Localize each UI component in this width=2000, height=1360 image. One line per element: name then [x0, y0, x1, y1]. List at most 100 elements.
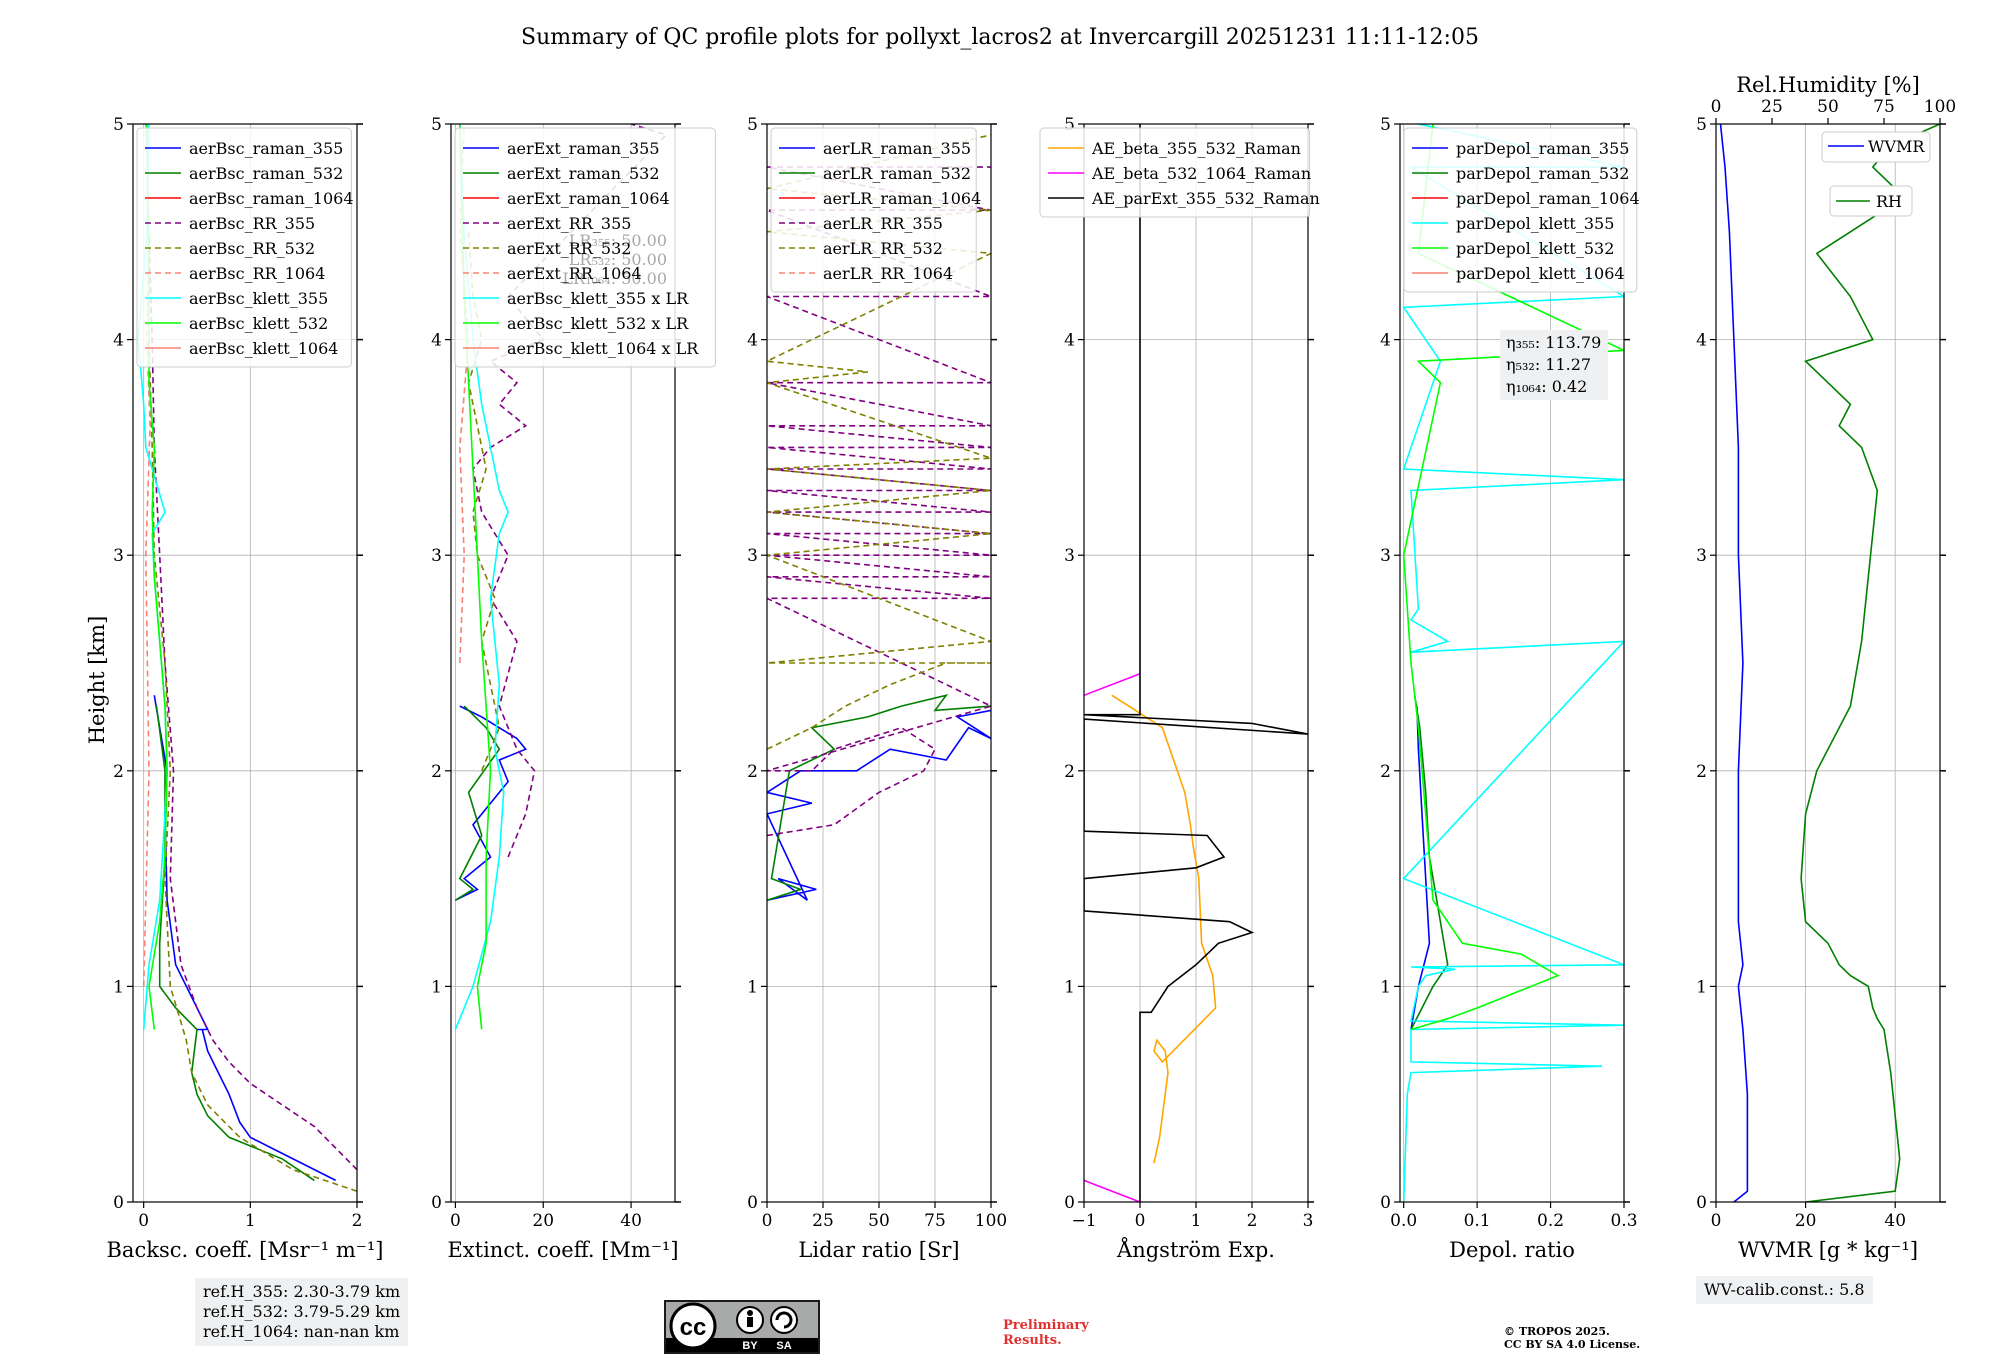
series-group-ae: [1084, 124, 1308, 1202]
legend-label-ext-0: aerExt_raman_355: [507, 139, 660, 158]
panel-ext: 0 20 40 0 1 2 3 4 5 Extinct. coeff. [Mm⁻¹] aerExt_…: [431, 115, 716, 1262]
series-aerBsc_RR_355: [148, 231, 357, 1171]
y-tick-label-bsc-5: 5: [113, 115, 124, 135]
y-tick-label-lr-4: 4: [747, 331, 758, 351]
y-tick-label-depol-3: 3: [1380, 546, 1391, 566]
x-tick-label-ae-2: 1: [1191, 1211, 1202, 1231]
cc-sa-label: SA: [776, 1340, 791, 1352]
y-tick-label-depol-2: 2: [1380, 762, 1391, 782]
y-tick-label-bsc-2: 2: [113, 762, 124, 782]
series-aerLR_RR_532: [767, 134, 991, 750]
axes-frame-wv: [1715, 123, 1941, 1203]
cc-circle-icon: [669, 1302, 717, 1350]
legend-label-ae-0: AE_beta_355_532_Raman: [1091, 139, 1301, 158]
y-tick-label-ext-3: 3: [431, 546, 442, 566]
series-parDepol_raman_532: [1410, 695, 1449, 1030]
figure-title: Summary of QC profile plots for pollyxt_…: [521, 25, 1479, 50]
legend-label-depol-1: parDepol_raman_532: [1456, 164, 1629, 183]
legend-box-ae: [1039, 127, 1311, 218]
y-tick-label-ae-3: 3: [1064, 546, 1075, 566]
y-tick-label-depol-4: 4: [1380, 331, 1391, 351]
legend-label-depol-4: parDepol_klett_532: [1456, 239, 1614, 258]
legend-label-bsc-3: aerBsc_RR_355: [189, 214, 315, 233]
x-tick-label-depol-1: 0.1: [1464, 1211, 1491, 1231]
legend-label-bsc-0: aerBsc_raman_355: [189, 139, 343, 158]
y-tick-label-wv-0: 0: [1696, 1193, 1707, 1213]
legend-label-lr-2: aerLR_raman_1064: [823, 189, 981, 208]
y-tick-label-ext-5: 5: [431, 115, 442, 135]
copyright-line-2: CC BY SA 4.0 License.: [1504, 1338, 1641, 1351]
ref-height-1064: ref.H_1064: nan-nan km: [203, 1322, 400, 1341]
x-axis-label-wv: WVMR [g * kg⁻¹]: [1738, 1238, 1918, 1262]
cc-mark: cc: [680, 1314, 707, 1341]
legend-label-ext-1: aerExt_raman_532: [507, 164, 660, 183]
x-tick-label-wv-1: 20: [1795, 1211, 1817, 1231]
legend-label-bsc-6: aerBsc_klett_355: [189, 289, 328, 308]
axes-frame-bsc: [132, 123, 358, 1203]
legend-label-bsc-7: aerBsc_klett_532: [189, 314, 328, 333]
series-aerBsc_klett_532 x LR: [459, 124, 492, 1030]
series-aerExt_raman_532: [454, 705, 501, 901]
preliminary-line-1: Preliminary: [1003, 1318, 1089, 1333]
legend-label-wvmr: WVMR: [1868, 137, 1925, 156]
copyright-note: © TROPOS 2025. CC BY SA 4.0 License.: [1504, 1325, 1640, 1351]
series-WVMR: [1719, 124, 1749, 1202]
eta-box: [1500, 330, 1608, 400]
eta-note-2: η₁₀₆₄: 0.42: [1506, 377, 1587, 396]
y-tick-label-ext-0: 0: [431, 1193, 442, 1213]
legend-label-ext-7: aerBsc_klett_532 x LR: [507, 314, 689, 333]
x-tick-label-bsc-2: 2: [352, 1211, 363, 1231]
lidar-ratio-note-1: LR₅₃₂: 50.00: [569, 250, 667, 269]
x-tick-label-lr-3: 75: [924, 1211, 946, 1231]
legend-label-bsc-1: aerBsc_raman_532: [189, 164, 343, 183]
x-tick-label-depol-2: 0.2: [1537, 1211, 1564, 1231]
legend-label-ae-1: AE_beta_532_1064_Raman: [1091, 164, 1311, 183]
panel-wv: 0 20 40 0 1 2 3 4 5 WVMR [g * kg⁻¹] 0 25 50 75 100Rel.…: [1696, 73, 1956, 1262]
y-tick-label-bsc-1: 1: [113, 977, 124, 997]
y-tick-label-bsc-0: 0: [113, 1193, 124, 1213]
series-aerExt_RR_532: [467, 231, 501, 772]
legend-label-ext-3: aerExt_RR_355: [507, 214, 631, 233]
top-x-tick-label-0: 0: [1711, 97, 1722, 117]
legend-label-ext-6: aerBsc_klett_355 x LR: [507, 289, 689, 308]
x-tick-label-ae-0: −1: [1071, 1211, 1096, 1231]
y-tick-label-wv-5: 5: [1696, 115, 1707, 135]
x-tick-label-depol-0: 0.0: [1390, 1211, 1417, 1231]
series-aerBsc_klett_355 x LR: [454, 124, 509, 1030]
x-tick-label-ext-2: 40: [620, 1211, 642, 1231]
ref-height-355: ref.H_355: 2.30-3.79 km: [203, 1282, 401, 1301]
x-tick-label-wv-2: 40: [1884, 1211, 1906, 1231]
preliminary-results-note: Preliminary Results.: [1003, 1318, 1089, 1348]
legend-label-bsc-8: aerBsc_klett_1064: [189, 339, 338, 358]
y-tick-label-depol-5: 5: [1380, 115, 1391, 135]
wv-calibration-box: WV-calib.const.: 5.8: [1696, 1276, 1873, 1304]
series-aerBsc_klett_532: [146, 124, 168, 1030]
legend-label-lr-4: aerLR_RR_532: [823, 239, 943, 258]
legend-box-ext: [454, 127, 716, 368]
x-axis-label-depol: Depol. ratio: [1449, 1238, 1575, 1262]
legend-label-ext-8: aerBsc_klett_1064 x LR: [507, 339, 699, 358]
y-tick-label-lr-2: 2: [747, 762, 758, 782]
lidar-ratio-note-0: LR₃₅₅: 50.00: [569, 231, 667, 250]
legend-box-bsc: [136, 127, 352, 368]
legend-box-wvmr: [1821, 131, 1931, 163]
x-tick-label-lr-1: 25: [812, 1211, 834, 1231]
legend-label-depol-3: parDepol_klett_355: [1456, 214, 1614, 233]
legend-label-depol-5: parDepol_klett_1064: [1456, 264, 1625, 283]
series-aerBsc_RR_532: [148, 339, 357, 1192]
series-AE_beta_355_532_Raman: [1111, 694, 1217, 1164]
y-tick-label-wv-2: 2: [1696, 762, 1707, 782]
lidar-ratio-note-2: LR₁₀₆₄: 50.00: [562, 269, 667, 288]
legend-label-ext-4: aerExt_RR_532: [507, 239, 631, 258]
legend-label-bsc-5: aerBsc_RR_1064: [189, 264, 325, 283]
y-tick-label-ae-2: 2: [1064, 762, 1075, 782]
legend-label-ext-2: aerExt_raman_1064: [507, 189, 670, 208]
series-AE_beta_532_1064_Raman_top: [1084, 673, 1141, 697]
y-tick-label-wv-1: 1: [1696, 977, 1707, 997]
copyright-line-1: © TROPOS 2025.: [1504, 1325, 1610, 1338]
x-tick-label-bsc-0: 0: [138, 1211, 149, 1231]
x-tick-label-lr-4: 100: [975, 1211, 1007, 1231]
y-tick-label-ext-2: 2: [431, 762, 442, 782]
